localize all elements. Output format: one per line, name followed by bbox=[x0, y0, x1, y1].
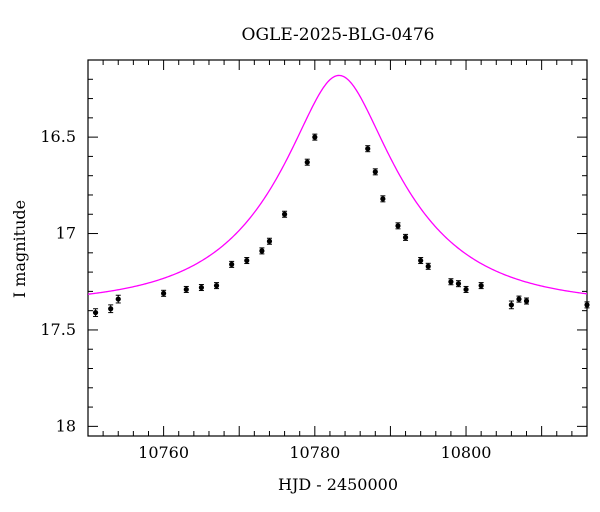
data-point bbox=[161, 290, 167, 296]
data-point bbox=[259, 248, 265, 254]
y-tick-label: 17 bbox=[56, 224, 76, 243]
y-axis-label: I magnitude bbox=[10, 200, 29, 298]
y-tick-label: 18 bbox=[56, 416, 76, 435]
data-point bbox=[281, 211, 288, 217]
data-point bbox=[244, 257, 250, 264]
data-point bbox=[425, 263, 431, 269]
plot-frame bbox=[87, 59, 588, 437]
data-point bbox=[380, 196, 386, 202]
data-point bbox=[418, 257, 424, 264]
data-point bbox=[213, 283, 220, 289]
data-point bbox=[508, 302, 514, 308]
data-point bbox=[92, 309, 99, 316]
data-point bbox=[312, 134, 318, 140]
x-tick-label: 10780 bbox=[289, 443, 340, 462]
data-point bbox=[455, 281, 462, 287]
data-point bbox=[584, 302, 590, 308]
y-tick-label: 16.5 bbox=[40, 127, 76, 146]
x-tick-label: 10800 bbox=[441, 443, 492, 462]
data-point bbox=[304, 159, 310, 165]
data-point bbox=[478, 283, 484, 289]
data-point bbox=[402, 234, 409, 240]
y-tick-label: 17.5 bbox=[40, 320, 76, 339]
data-point bbox=[516, 296, 522, 302]
data-point bbox=[365, 146, 371, 152]
data-point bbox=[198, 284, 205, 291]
data-point bbox=[448, 279, 454, 285]
model-curve bbox=[87, 74, 588, 295]
data-point bbox=[372, 169, 378, 175]
x-tick-label: 10760 bbox=[138, 443, 189, 462]
data-point bbox=[463, 286, 469, 293]
data-point bbox=[229, 261, 235, 267]
data-point bbox=[115, 296, 121, 302]
data-point bbox=[108, 306, 114, 312]
x-axis-label: HJD - 2450000 bbox=[278, 475, 398, 494]
data-point bbox=[523, 298, 530, 304]
data-point bbox=[183, 286, 189, 293]
chart-title: OGLE-2025-BLG-0476 bbox=[242, 25, 435, 45]
data-point bbox=[266, 238, 273, 244]
data-point bbox=[395, 223, 401, 229]
